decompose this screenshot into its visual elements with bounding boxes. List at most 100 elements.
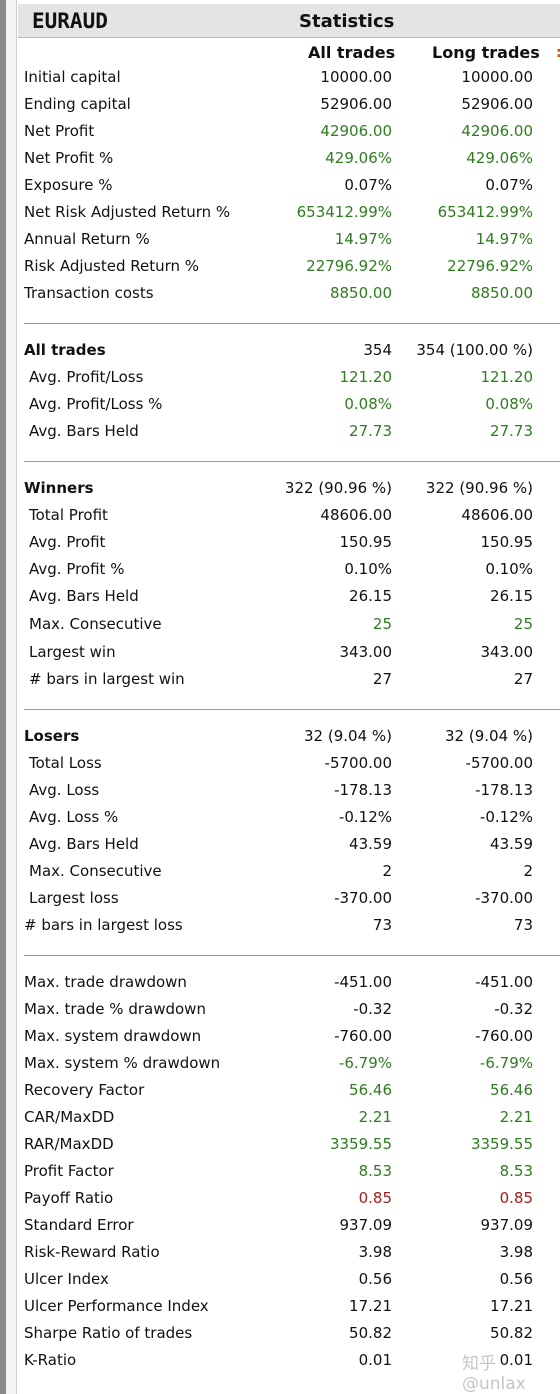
table-row: Avg. Loss % -0.12% -0.12% bbox=[18, 805, 560, 832]
row-label: Losers bbox=[24, 727, 80, 745]
all-trades-value: 42906.00 bbox=[320, 122, 392, 140]
table-row: Annual Return % 14.97% 14.97% bbox=[18, 227, 560, 254]
table-row: CAR/MaxDD 2.21 2.21 bbox=[18, 1105, 560, 1132]
table-row: Max. system drawdown -760.00 -760.00 bbox=[18, 1024, 560, 1051]
all-trades-value: 48606.00 bbox=[320, 506, 392, 524]
long-trades-value: -760.00 bbox=[475, 1027, 533, 1045]
row-label: Net Profit % bbox=[24, 149, 114, 167]
all-trades-value: -451.00 bbox=[334, 973, 392, 991]
table-row: Max. system % drawdown -6.79% -6.79% bbox=[18, 1051, 560, 1078]
row-label: Avg. Profit/Loss % bbox=[29, 395, 163, 413]
all-trades-value: 22796.92% bbox=[306, 257, 392, 275]
row-label: Max. system drawdown bbox=[24, 1027, 202, 1045]
row-label: Standard Error bbox=[24, 1216, 134, 1234]
table-row: Profit Factor 8.53 8.53 bbox=[18, 1159, 560, 1186]
table-row: Ulcer Index 0.56 0.56 bbox=[18, 1267, 560, 1294]
table-row: Exposure % 0.07% 0.07% bbox=[18, 173, 560, 200]
long-trades-value: 429.06% bbox=[466, 149, 533, 167]
row-label: Annual Return % bbox=[24, 230, 150, 248]
all-trades-value: 121.20 bbox=[339, 368, 393, 386]
row-label: Ending capital bbox=[24, 95, 131, 113]
all-trades-value: -6.79% bbox=[338, 1054, 392, 1072]
row-label: Recovery Factor bbox=[24, 1081, 145, 1099]
all-trades-value: 322 (90.96 %) bbox=[284, 479, 392, 497]
all-trades-value: 43.59 bbox=[349, 835, 392, 853]
long-trades-value: 322 (90.96 %) bbox=[425, 479, 533, 497]
row-label: Max. trade drawdown bbox=[24, 973, 187, 991]
long-trades-value: -0.12% bbox=[479, 808, 533, 826]
row-label: Avg. Loss % bbox=[29, 808, 119, 826]
column-header-all-trades: All trades bbox=[308, 43, 396, 62]
long-trades-value: 32 (9.04 %) bbox=[445, 727, 533, 745]
table-row: Avg. Profit/Loss 121.20 121.20 bbox=[18, 365, 560, 392]
row-label: Ulcer Index bbox=[24, 1270, 109, 1288]
watermark: 知乎 @unlax bbox=[462, 1354, 526, 1394]
table-row: Max. trade % drawdown -0.32 -0.32 bbox=[18, 997, 560, 1024]
all-trades-value: -370.00 bbox=[334, 889, 392, 907]
all-trades-value: 8850.00 bbox=[329, 284, 392, 302]
section-divider bbox=[24, 461, 560, 462]
long-trades-value: 56.46 bbox=[490, 1081, 533, 1099]
table-row: Recovery Factor 56.46 56.46 bbox=[18, 1078, 560, 1105]
all-trades-value: 32 (9.04 %) bbox=[304, 727, 392, 745]
row-label: All trades bbox=[24, 341, 106, 359]
table-row: Largest loss -370.00 -370.00 bbox=[18, 886, 560, 913]
table-row: Avg. Loss -178.13 -178.13 bbox=[18, 778, 560, 805]
table-row: # bars in largest win 27 27 bbox=[18, 667, 560, 694]
table-row: Risk-Reward Ratio 3.98 3.98 bbox=[18, 1240, 560, 1267]
long-trades-value: 354 (100.00 %) bbox=[416, 341, 533, 359]
all-trades-value: 14.97% bbox=[334, 230, 392, 248]
long-trades-value: 0.08% bbox=[485, 395, 533, 413]
all-trades-value: 0.07% bbox=[344, 176, 392, 194]
section-divider bbox=[24, 955, 560, 956]
table-row: Initial capital 10000.00 10000.00 bbox=[18, 65, 560, 92]
left-scroll-rail[interactable] bbox=[0, 0, 6, 1394]
column-header-long-trades: Long trades bbox=[432, 43, 540, 62]
long-trades-value: 150.95 bbox=[480, 533, 534, 551]
long-trades-value: -6.79% bbox=[479, 1054, 533, 1072]
all-trades-value: 2.21 bbox=[358, 1108, 392, 1126]
table-row: Net Profit 42906.00 42906.00 bbox=[18, 119, 560, 146]
long-trades-value: 27.73 bbox=[490, 422, 533, 440]
all-trades-value: 56.46 bbox=[349, 1081, 392, 1099]
table-row: Avg. Profit % 0.10% 0.10% bbox=[18, 557, 560, 584]
table-row: Risk Adjusted Return % 22796.92% 22796.92% bbox=[18, 254, 560, 281]
long-trades-value: 937.09 bbox=[480, 1216, 534, 1234]
long-trades-value: 343.00 bbox=[480, 643, 534, 661]
row-label: Total Profit bbox=[29, 506, 108, 524]
table-row: Transaction costs 8850.00 8850.00 bbox=[18, 281, 560, 308]
report-header: EURAUD Statistics bbox=[18, 4, 560, 38]
long-trades-value: 0.85 bbox=[499, 1189, 533, 1207]
row-label: Avg. Bars Held bbox=[29, 835, 139, 853]
table-row: Net Profit % 429.06% 429.06% bbox=[18, 146, 560, 173]
section-divider bbox=[24, 323, 560, 324]
long-trades-value: 48606.00 bbox=[461, 506, 533, 524]
long-trades-value: 17.21 bbox=[490, 1297, 533, 1315]
all-trades-value: 653412.99% bbox=[296, 203, 392, 221]
long-trades-value: 73 bbox=[513, 916, 533, 934]
all-trades-value: 50.82 bbox=[349, 1324, 392, 1342]
table-row: Avg. Bars Held 27.73 27.73 bbox=[18, 419, 560, 446]
row-label: Max. Consecutive bbox=[29, 615, 162, 633]
all-trades-value: 150.95 bbox=[339, 533, 393, 551]
symbol-title: EURAUD bbox=[32, 9, 108, 33]
table-row: Payoff Ratio 0.85 0.85 bbox=[18, 1186, 560, 1213]
long-trades-value: 50.82 bbox=[490, 1324, 533, 1342]
table-row: Ending capital 52906.00 52906.00 bbox=[18, 92, 560, 119]
long-trades-value: 27 bbox=[513, 670, 533, 688]
row-label: # bars in largest loss bbox=[24, 916, 183, 934]
row-label: Risk Adjusted Return % bbox=[24, 257, 200, 275]
row-label: K-Ratio bbox=[24, 1351, 77, 1369]
table-row: K-Ratio 0.01 0.01 bbox=[18, 1348, 560, 1375]
all-trades-value: 354 bbox=[363, 341, 392, 359]
row-label: Avg. Loss bbox=[29, 781, 100, 799]
row-label: Largest loss bbox=[29, 889, 119, 907]
all-trades-value: 429.06% bbox=[325, 149, 392, 167]
table-row: Total Loss -5700.00 -5700.00 bbox=[18, 751, 560, 778]
long-trades-value: -370.00 bbox=[475, 889, 533, 907]
table-row: Net Risk Adjusted Return % 653412.99% 6534… bbox=[18, 200, 560, 227]
all-trades-value: 27 bbox=[372, 670, 392, 688]
long-trades-value: 52906.00 bbox=[461, 95, 533, 113]
long-trades-value: 653412.99% bbox=[437, 203, 533, 221]
